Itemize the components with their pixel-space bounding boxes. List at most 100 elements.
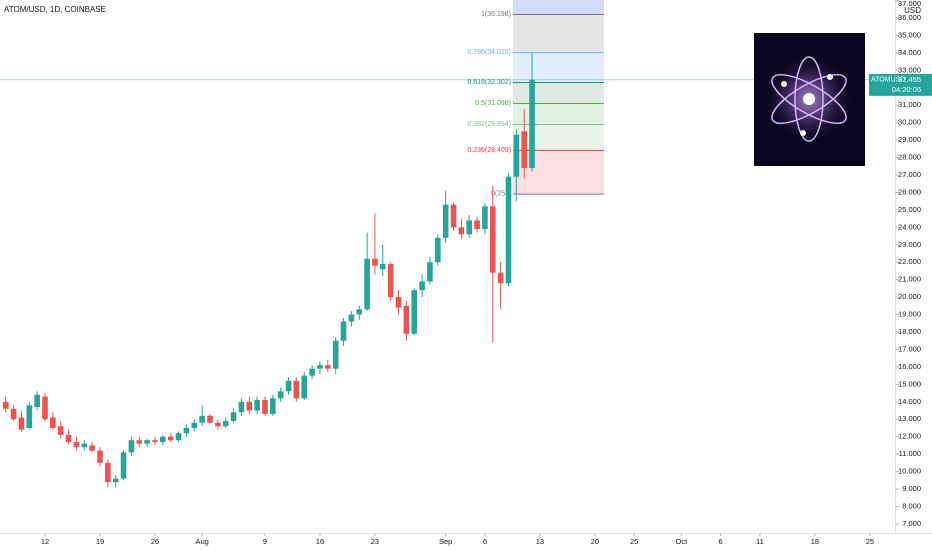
candle-body	[285, 380, 292, 392]
y-tick-label: 24.000	[898, 222, 921, 231]
y-tick-label: 31.000	[898, 100, 921, 109]
y-tick-label: 19.000	[898, 310, 921, 319]
candle-body	[505, 176, 512, 284]
y-tick-label: 29.000	[898, 135, 921, 144]
y-tick-label: 21.000	[898, 275, 921, 284]
y-tick-label: 25.000	[898, 205, 921, 214]
candle-body	[332, 340, 339, 369]
y-tick-label: 30.000	[898, 118, 921, 127]
y-tick-label: 27.000	[898, 170, 921, 179]
candle-body	[112, 478, 119, 483]
candle-body	[348, 314, 355, 322]
candle-body	[411, 290, 418, 334]
x-tick-label: 11	[756, 537, 764, 546]
candle-body	[482, 206, 488, 230]
candle-body	[419, 281, 425, 291]
candle-body	[246, 401, 253, 411]
candle-body	[222, 420, 229, 427]
y-tick-label: 8.000	[902, 501, 921, 510]
y-tick-label: 16.000	[898, 362, 921, 371]
candle-body	[97, 450, 103, 463]
candle-body	[529, 79, 535, 169]
fib-zone	[513, 103, 604, 125]
y-tick-label: 18.000	[898, 327, 921, 336]
plot-area: 1(36.198) 0.786(34.015) 0.618(32.302) 0.5(3…	[0, 0, 895, 488]
x-tick-label: 6	[483, 537, 487, 546]
candle-body	[513, 134, 520, 177]
candle-body	[270, 398, 276, 415]
fib-zone	[513, 14, 604, 53]
y-tick-label: 26.000	[898, 187, 921, 196]
candle-body	[301, 375, 308, 399]
y-tick-label: 28.000	[898, 153, 921, 162]
candle-body	[489, 206, 496, 273]
fib-zone	[513, 150, 604, 195]
candle-body	[387, 263, 394, 298]
x-tick-label: 25	[630, 537, 638, 546]
candle-body	[183, 427, 190, 434]
candle-body	[18, 417, 25, 430]
fib-level-label: 0(25.9	[491, 191, 511, 198]
y-tick-label: 37.000	[898, 0, 921, 8]
candle-body	[474, 220, 480, 230]
y-tick-label: 22.000	[898, 257, 921, 266]
currency-label: USD	[904, 6, 921, 15]
candle-body	[144, 440, 150, 444]
y-tick-label: 34.000	[898, 48, 921, 57]
candle-body	[238, 401, 245, 413]
candle-body	[215, 422, 221, 427]
candle-body	[42, 396, 48, 420]
candle-body	[521, 131, 528, 169]
candle-body	[317, 365, 323, 369]
candle-body	[277, 391, 284, 399]
candle-body	[57, 426, 64, 435]
y-tick-label: 9.000	[902, 484, 921, 493]
x-tick-label: 13	[536, 537, 544, 546]
fib-zone	[513, 124, 604, 151]
y-tick-label: 10.000	[898, 467, 921, 476]
x-tick-label: 20	[591, 537, 599, 546]
x-tick-label: 25	[866, 537, 874, 546]
fib-zone	[513, 0, 604, 15]
candle-body	[434, 237, 441, 263]
candle-body	[207, 415, 213, 423]
y-tick-label: 23.000	[898, 240, 921, 249]
candle-body	[73, 441, 80, 448]
symbol-image	[754, 33, 865, 166]
candle-body	[262, 400, 268, 415]
x-tick-label: 6	[719, 537, 723, 546]
candle-body	[497, 272, 504, 284]
candle-body	[372, 258, 378, 266]
candle-body	[458, 227, 465, 235]
last-price-countdown: 04:20:06	[892, 85, 921, 94]
y-tick-label: 36.000	[898, 13, 921, 22]
candle-body	[128, 440, 135, 453]
x-tick-label: 19	[96, 537, 104, 546]
candle-body	[380, 263, 386, 270]
last-price-value: 32.455	[898, 75, 921, 84]
y-tick-label: 35.000	[898, 30, 921, 39]
x-tick-label: 9	[263, 537, 267, 546]
x-tick-label: 12	[41, 537, 49, 546]
candle-body	[309, 368, 315, 376]
y-tick-label: 20.000	[898, 292, 921, 301]
y-tick-label: 11.000	[899, 449, 921, 458]
last-price-symbol: ATOMUSD	[871, 77, 905, 84]
fib-zone	[513, 82, 604, 104]
x-tick-label: 16	[316, 537, 324, 546]
candle-body	[120, 452, 127, 479]
candle-body	[442, 204, 449, 238]
candle-body	[364, 258, 370, 310]
candle-body	[466, 220, 473, 235]
candle-body	[230, 412, 237, 421]
x-tick-label: Sep	[439, 537, 452, 546]
candle-body	[325, 365, 331, 369]
fib-level-label: 0.786(34.015)	[467, 49, 511, 56]
y-tick-label: 12.000	[898, 432, 921, 441]
candle-body	[152, 440, 158, 442]
candle-body	[89, 445, 95, 451]
fib-level-label: 0.382(29.894)	[467, 121, 511, 128]
y-tick-label: 17.000	[898, 344, 921, 353]
x-tick-label: 18	[811, 537, 819, 546]
candle-body	[34, 394, 40, 408]
